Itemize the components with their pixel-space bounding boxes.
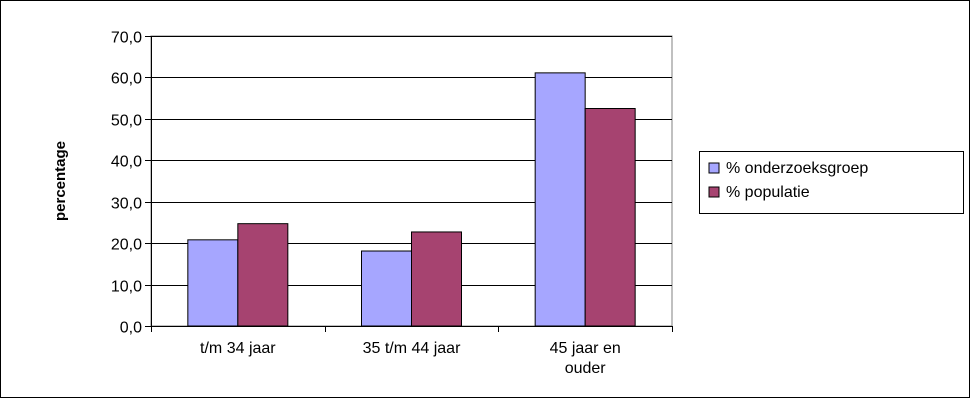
labels: 0,0 10,0 20,0 30,0 40,0 50,0 60,0 70,0 t/m 34 ja… (52, 30, 621, 378)
y-tick-label: 60,0 (111, 71, 142, 88)
y-tick-label: 50,0 (111, 113, 142, 130)
y-tick-label: 70,0 (111, 30, 142, 47)
x-category-label: 45 jaar en ouder (550, 340, 621, 377)
y-tick-label: 10,0 (111, 279, 142, 296)
y-tick-label: 40,0 (111, 154, 142, 171)
legend-swatch (708, 186, 720, 198)
y-tick-label: 0,0 (120, 320, 142, 337)
legend-entry-label: % populatie (726, 184, 810, 201)
y-axis-title: percentage (52, 141, 69, 221)
bar (584, 108, 636, 327)
legend-swatch (708, 162, 720, 174)
x-category-label: 35 t/m 44 jaar (363, 340, 462, 357)
bars (187, 72, 636, 327)
bar (411, 231, 462, 327)
bar (187, 239, 239, 327)
legend: % onderzoeksgroep % populatie (699, 151, 964, 214)
y-tick-label: 30,0 (111, 196, 142, 213)
axes (145, 36, 673, 332)
bar (237, 223, 289, 327)
legend-entry-label: % onderzoeksgroep (726, 160, 868, 177)
x-category-label: t/m 34 jaar (200, 340, 276, 357)
legend-box (699, 151, 964, 214)
bar (361, 250, 412, 327)
y-tick-label: 20,0 (111, 237, 142, 254)
bar (534, 72, 586, 327)
